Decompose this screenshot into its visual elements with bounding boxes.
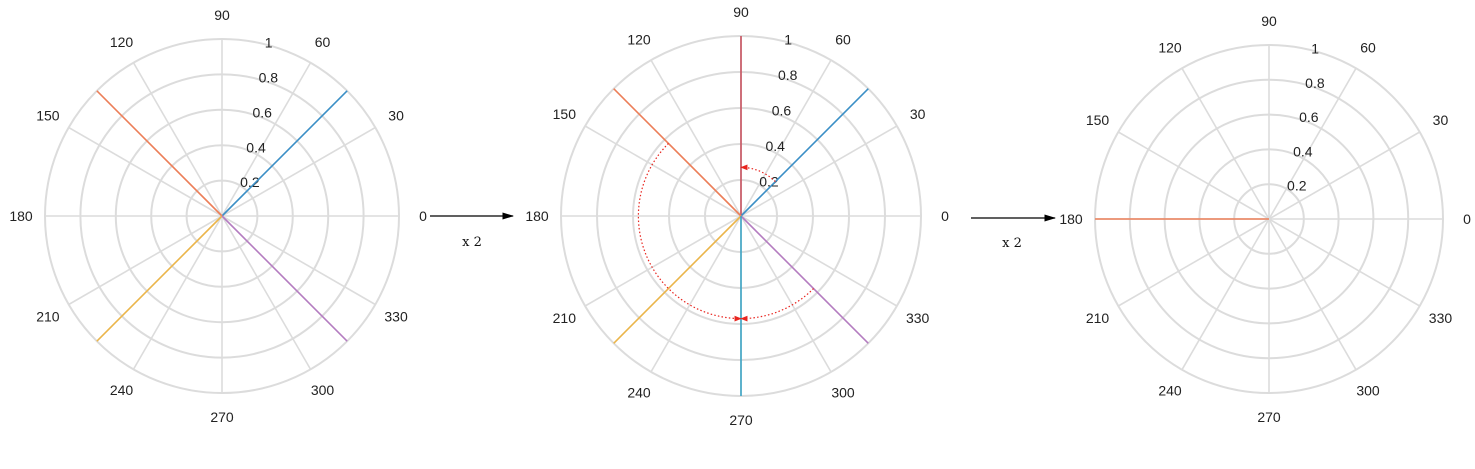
grid-spoke-210 <box>68 215 223 306</box>
grid-spoke-60 <box>740 59 832 217</box>
radial-tick-label: 0.8 <box>1305 75 1325 91</box>
angle-tick-label: 300 <box>1356 382 1380 398</box>
angle-tick-label: 30 <box>1433 112 1449 128</box>
ray-orange-135 <box>96 90 223 217</box>
angle-tick-label: 180 <box>1059 211 1083 227</box>
radial-tick-label: 0.6 <box>252 104 272 120</box>
angle-tick-label: 180 <box>9 208 33 224</box>
multiplier-label-2: x 2 <box>1002 236 1022 251</box>
radial-tick-label: 1 <box>265 35 273 51</box>
radial-tick-label: 0.6 <box>1299 109 1319 125</box>
grid-spoke-330 <box>1268 218 1421 307</box>
ray-blue-45 <box>740 88 869 217</box>
grid-spoke-330 <box>221 215 376 306</box>
grid-spoke-30 <box>740 125 898 217</box>
polar-plot-original: 0 30 60 90 120 150 180 210 240 270 300 330 0.2 0.4 0.6… <box>9 7 427 425</box>
angle-tick-label: 0 <box>1463 211 1471 227</box>
radial-tick-label: 1 <box>784 32 792 48</box>
angle-tick-label: 330 <box>906 310 930 326</box>
angle-tick-label: 120 <box>1158 40 1182 56</box>
grid-spoke-300 <box>221 215 312 370</box>
radial-tick-label: 0.4 <box>766 138 786 154</box>
grid-spoke-300 <box>740 215 832 373</box>
angle-tick-label: 300 <box>311 382 335 398</box>
radial-tick-label: 0.2 <box>240 174 260 190</box>
angle-tick-label: 0 <box>419 208 427 224</box>
grid-spoke-210 <box>584 215 742 307</box>
angle-tick-label: 90 <box>214 7 230 23</box>
angle-tick-label: 60 <box>315 34 331 50</box>
grid-spoke-240 <box>132 215 223 370</box>
ray-yellow-225 <box>96 215 223 342</box>
angle-tick-label: 300 <box>831 385 855 401</box>
polar-plot-result: 0 30 60 90 120 150 180 210 240 270 300 330 0.2 0.4 0.6… <box>1059 13 1471 425</box>
radial-tick-label: 0.4 <box>246 139 266 155</box>
angle-tick-label: 30 <box>910 106 926 122</box>
grid-spoke-300 <box>1268 218 1357 371</box>
angle-tick-label: 240 <box>1158 382 1182 398</box>
angle-tick-label: 210 <box>553 310 577 326</box>
angle-tick-label: 210 <box>1086 310 1110 326</box>
grid-spoke-30 <box>1268 131 1421 220</box>
rotation-arc-1 <box>740 164 776 183</box>
angle-tick-label: 270 <box>1257 409 1281 425</box>
grid-spoke-120 <box>650 59 742 217</box>
radial-tick-label: 0.8 <box>259 70 279 86</box>
angle-tick-label: 60 <box>835 31 851 47</box>
multiplier-label-1: x 2 <box>462 235 482 250</box>
radial-tick-label: 0.2 <box>759 174 779 190</box>
angle-tick-label: 330 <box>1429 310 1453 326</box>
grid-spoke-330 <box>740 215 898 307</box>
angle-tick-label: 150 <box>36 108 60 124</box>
grid-spoke-120 <box>132 62 223 217</box>
angle-tick-label: 270 <box>729 412 753 428</box>
polar-plot-doubled-rotation: 0 30 60 90 120 150 180 210 240 270 300 330 0.2 0.4 0.6… <box>525 4 949 428</box>
grid-spoke-240 <box>650 215 742 373</box>
angle-tick-label: 270 <box>210 409 234 425</box>
radial-tick-label: 1 <box>1311 41 1319 57</box>
ray-orange-135 <box>613 88 742 217</box>
angle-tick-label: 30 <box>388 108 404 124</box>
grid-spoke-30 <box>221 126 376 217</box>
grid-spoke-150 <box>68 126 223 217</box>
radial-tick-label: 0.6 <box>772 103 792 119</box>
grid-spoke-210 <box>1117 218 1270 307</box>
angle-tick-label: 210 <box>36 309 60 325</box>
angle-tick-label: 150 <box>1086 112 1110 128</box>
grid-spoke-240 <box>1181 218 1270 371</box>
ray-blue-45 <box>221 90 348 217</box>
grid-spoke-60 <box>221 62 312 217</box>
angle-tick-label: 60 <box>1360 40 1376 56</box>
rotation-arc-2 <box>637 143 742 322</box>
grid-spoke-60 <box>1268 67 1357 220</box>
radial-tick-label: 0.4 <box>1293 143 1313 159</box>
angle-tick-label: 240 <box>627 385 651 401</box>
grid-spoke-150 <box>584 125 742 217</box>
angle-tick-label: 0 <box>941 208 949 224</box>
angle-tick-label: 180 <box>525 208 549 224</box>
grid-spoke-120 <box>1181 67 1270 220</box>
radial-tick-label: 0.2 <box>1287 178 1307 194</box>
angle-tick-label: 90 <box>733 4 749 20</box>
angle-tick-label: 330 <box>384 309 408 325</box>
angle-tick-label: 90 <box>1261 13 1277 29</box>
angle-tick-label: 120 <box>110 34 134 50</box>
angle-tick-label: 120 <box>627 31 651 47</box>
angle-tick-label: 240 <box>110 382 134 398</box>
ray-purple-315 <box>740 215 869 344</box>
angle-tick-label: 150 <box>553 106 577 122</box>
ray-yellow-225 <box>613 215 742 344</box>
ray-purple-315 <box>221 215 348 342</box>
radial-tick-label: 0.8 <box>778 67 798 83</box>
grid-spoke-150 <box>1117 131 1270 220</box>
rotation-arc-3 <box>740 288 814 322</box>
